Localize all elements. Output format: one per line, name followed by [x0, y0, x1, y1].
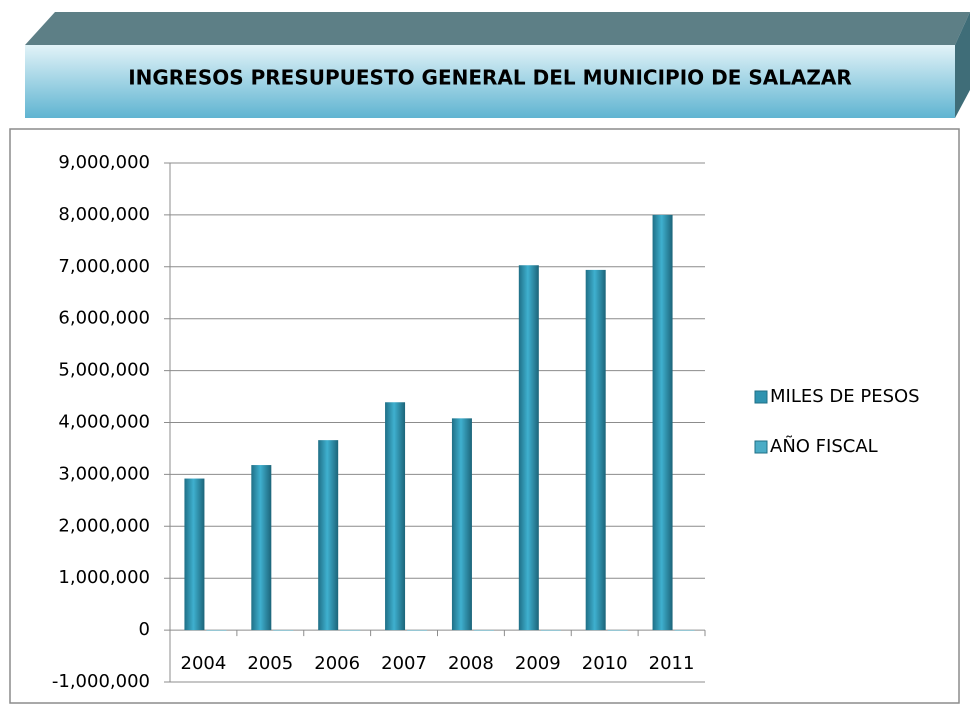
bar [273, 629, 294, 631]
bar [451, 418, 472, 631]
x-tick-label: 2004 [181, 653, 227, 674]
chart-frame [9, 128, 960, 704]
bar [540, 629, 561, 631]
y-tick-label: 7,000,000 [58, 256, 150, 277]
legend-swatch [754, 390, 768, 404]
bar [318, 440, 339, 631]
bar [473, 629, 494, 631]
x-tick-label: 2008 [448, 653, 494, 674]
bar [251, 465, 272, 631]
x-tick-label: 2005 [247, 653, 293, 674]
x-tick-label: 2006 [314, 653, 360, 674]
legend-label: AÑO FISCAL [770, 435, 878, 457]
y-tick-label: 3,000,000 [58, 463, 150, 484]
bar [585, 269, 606, 631]
y-tick-label: -1,000,000 [52, 671, 150, 692]
chart-title: INGRESOS PRESUPUESTO GENERAL DEL MUNICIP… [128, 66, 852, 90]
x-tick-label: 2011 [649, 653, 695, 674]
bar [674, 629, 695, 631]
y-tick-label: 0 [139, 619, 150, 640]
x-tick-label: 2009 [515, 653, 561, 674]
bar [385, 402, 406, 631]
legend-label: MILES DE PESOS [770, 386, 920, 407]
y-tick-label: 9,000,000 [58, 152, 150, 173]
bar [206, 629, 227, 631]
bar [184, 478, 205, 631]
title-banner: INGRESOS PRESUPUESTO GENERAL DEL MUNICIP… [25, 12, 970, 118]
bar [518, 265, 539, 631]
bar [607, 629, 628, 631]
legend-swatch [754, 440, 768, 454]
y-tick-label: 8,000,000 [58, 204, 150, 225]
y-tick-label: 6,000,000 [58, 308, 150, 329]
y-tick-label: 2,000,000 [58, 515, 150, 536]
y-tick-label: 1,000,000 [58, 567, 150, 588]
x-tick-label: 2010 [582, 653, 628, 674]
x-tick-label: 2007 [381, 653, 427, 674]
y-tick-label: 4,000,000 [58, 412, 150, 433]
banner-top [25, 12, 970, 45]
y-tick-label: 5,000,000 [58, 360, 150, 381]
banner-side [955, 12, 970, 118]
bar [407, 629, 428, 631]
banner-front [25, 45, 955, 118]
bar [652, 214, 673, 631]
bar [340, 629, 361, 631]
